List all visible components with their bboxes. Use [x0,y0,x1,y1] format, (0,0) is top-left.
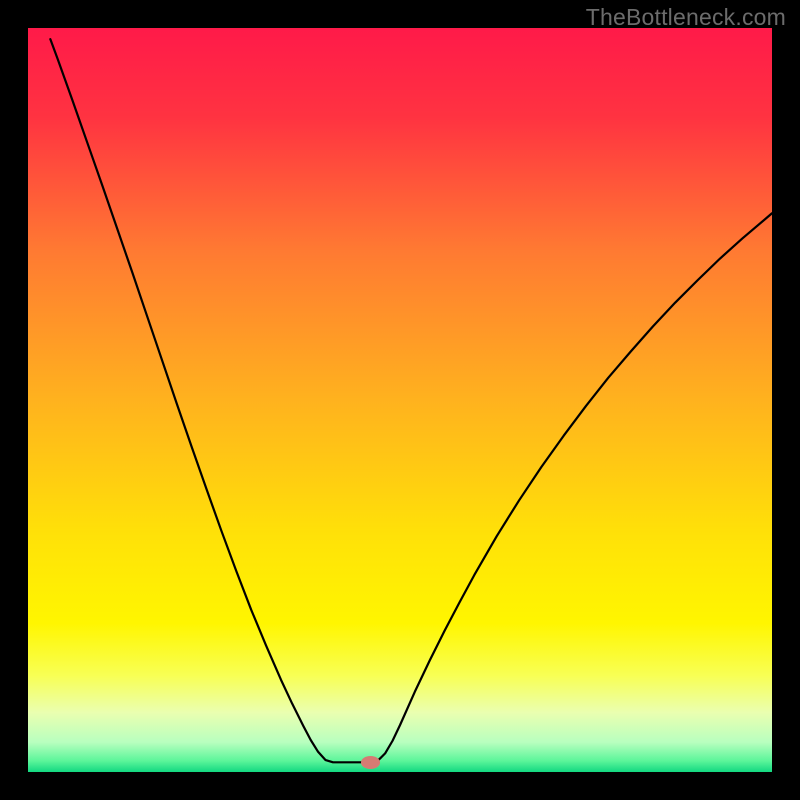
optimal-point-marker [361,756,380,769]
bottleneck-curve [28,28,772,772]
watermark-text: TheBottleneck.com [586,4,786,31]
chart-frame: TheBottleneck.com [0,0,800,800]
plot-area [28,28,772,772]
